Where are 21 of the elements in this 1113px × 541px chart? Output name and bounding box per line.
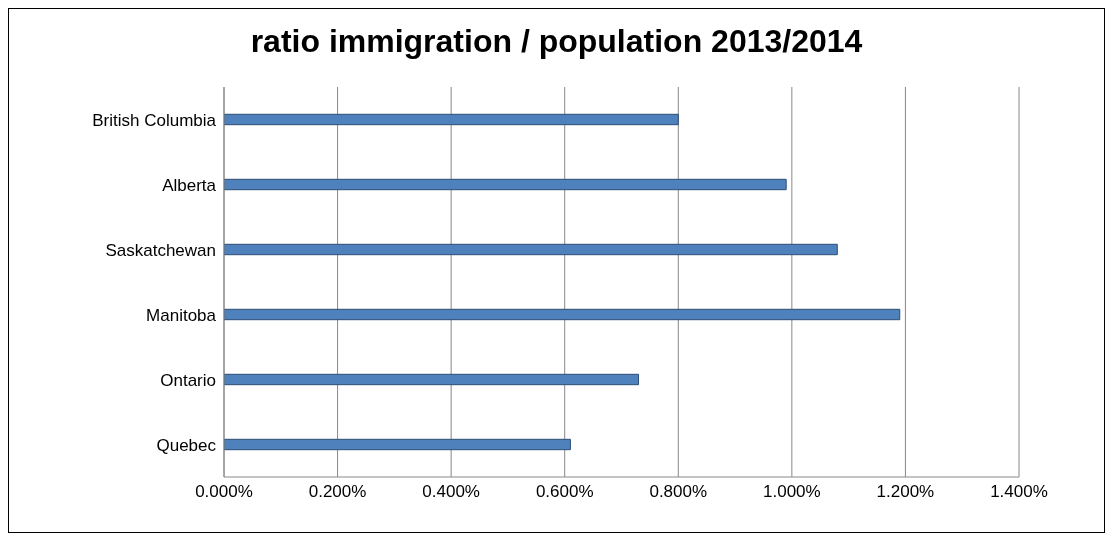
bar xyxy=(224,243,838,256)
y-tick-label: Saskatchewan xyxy=(105,240,216,260)
bar xyxy=(224,308,901,321)
x-tick-label: 0.600% xyxy=(535,482,594,502)
chart-title: ratio immigration / population 2013/2014 xyxy=(249,23,864,61)
bar xyxy=(224,178,787,191)
y-tick-label: Quebec xyxy=(156,435,217,455)
y-tick-label: Alberta xyxy=(162,175,217,195)
bar xyxy=(224,373,640,386)
x-tick-label: 1.400% xyxy=(990,482,1048,502)
x-tick-label: 0.000% xyxy=(195,482,253,502)
y-tick-label: Manitoba xyxy=(146,305,217,325)
x-tick-label: 0.800% xyxy=(649,482,708,502)
x-tick-label: 0.400% xyxy=(422,482,480,502)
y-tick-label: British Columbia xyxy=(92,110,217,130)
x-tick-label: 0.200% xyxy=(308,482,367,502)
x-tick-label: 1.200% xyxy=(876,482,935,502)
y-tick-label: Ontario xyxy=(160,370,216,390)
x-tick-label: 1.000% xyxy=(763,482,821,502)
bar xyxy=(224,113,679,126)
bar xyxy=(224,438,571,451)
